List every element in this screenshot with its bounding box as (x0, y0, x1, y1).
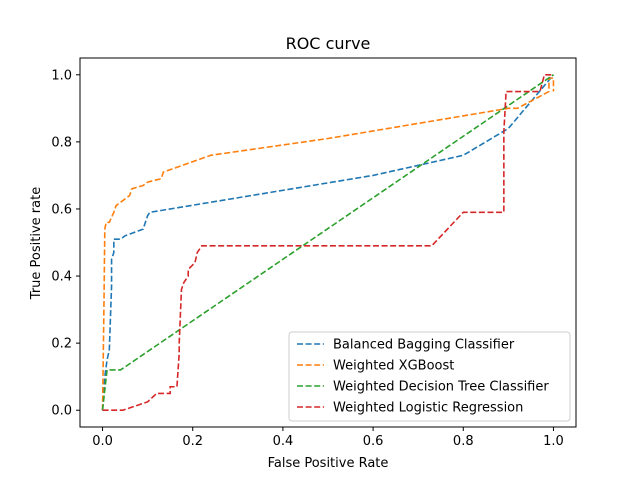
legend-box (288, 331, 571, 422)
y-tick-label: 0.4 (51, 270, 72, 285)
series-line-2 (101, 74, 554, 411)
legend: Balanced Bagging Classifier Weighted XGBo… (288, 331, 571, 422)
x-tick-label: 0.6 (363, 434, 384, 449)
series-line-3 (102, 73, 554, 412)
legend-label-2: Weighted Decision Tree Classifier (333, 380, 549, 395)
x-tick-label: 0.0 (92, 434, 113, 449)
legend-label-0: Balanced Bagging Classifier (333, 338, 515, 353)
series-line-0 (101, 74, 555, 411)
chart-title: ROC curve (286, 34, 371, 53)
x-tick-label: 0.4 (273, 434, 294, 449)
axes-frame (79, 57, 577, 428)
x-tick-label: 0.8 (453, 434, 474, 449)
legend-label-3: Weighted Logistic Regression (333, 401, 523, 416)
y-tick-label: 0.2 (51, 337, 72, 352)
y-axis-label: True Positive rate (29, 187, 44, 300)
legend-label-1: Weighted XGBoost (333, 359, 454, 374)
y-tick-label: 0.0 (51, 404, 72, 419)
x-tick-label: 1.0 (543, 434, 564, 449)
x-tick-label: 0.2 (182, 434, 203, 449)
y-tick-label: 1.0 (51, 68, 72, 83)
y-tick-label: 0.8 (51, 135, 72, 150)
y-tick-label: 0.6 (51, 202, 72, 217)
x-axis-label: False Positive Rate (268, 456, 389, 471)
plot-area: 0.0 0.2 0.4 0.6 0.8 1.0 0.0 0.2 0.4 0.6 0.8 1.0 (51, 57, 577, 449)
series-line-1 (101, 77, 555, 411)
